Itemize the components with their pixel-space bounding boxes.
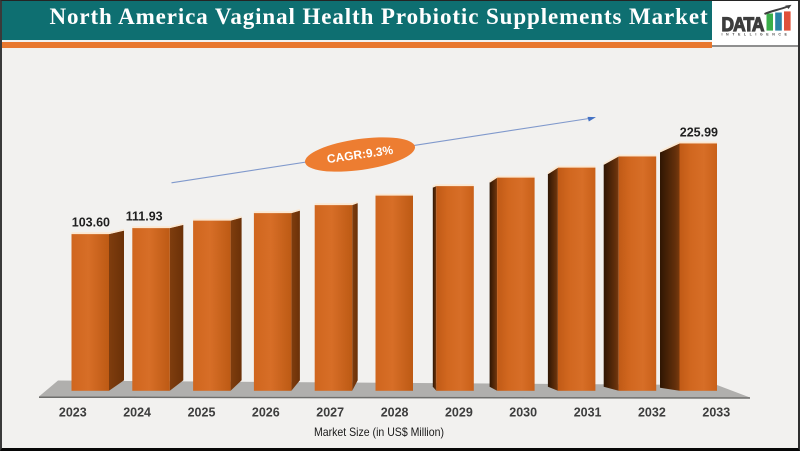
svg-text:2032: 2032 (638, 406, 666, 420)
svg-text:Market Size (in US$ Million): Market Size (in US$ Million) (314, 425, 444, 439)
svg-text:2028: 2028 (381, 406, 409, 420)
svg-text:2029: 2029 (445, 406, 473, 420)
svg-text:2027: 2027 (316, 406, 344, 420)
svg-text:INTELLIGENCE: INTELLIGENCE (722, 33, 791, 37)
svg-text:225.99: 225.99 (680, 125, 718, 139)
svg-text:2025: 2025 (188, 406, 216, 420)
svg-text:2024: 2024 (123, 406, 151, 420)
svg-text:2030: 2030 (509, 406, 537, 420)
svg-text:103.60: 103.60 (72, 216, 110, 230)
svg-text:2033: 2033 (702, 406, 730, 420)
svg-text:2031: 2031 (574, 406, 602, 420)
svg-text:2023: 2023 (59, 406, 87, 420)
svg-text:DATA: DATA (722, 14, 765, 36)
svg-text:111.93: 111.93 (126, 210, 163, 224)
svg-text:2026: 2026 (252, 406, 280, 420)
